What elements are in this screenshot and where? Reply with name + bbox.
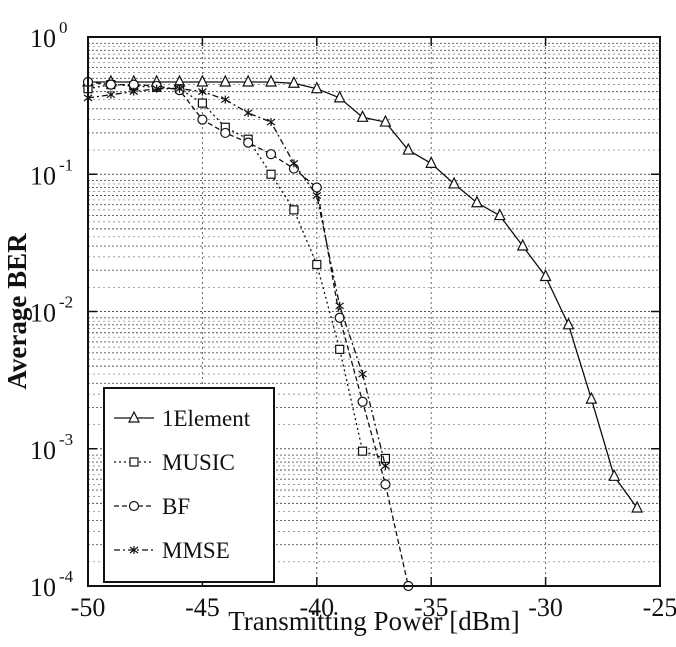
marker-triangle [425, 156, 438, 168]
marker-star [335, 301, 345, 310]
marker-star [358, 370, 367, 379]
legend-label: MMSE [162, 538, 230, 563]
marker-triangle [539, 269, 552, 282]
marker-star [198, 87, 207, 96]
marker-triangle [265, 74, 278, 87]
x-axis-label: Transmitting Power [dBm] [228, 606, 520, 636]
legend-entry: MUSIC [114, 450, 235, 475]
y-tick-label-base: 10 [30, 573, 56, 602]
marker-triangle [585, 391, 598, 404]
marker-triangle [219, 74, 232, 87]
marker-star [220, 95, 230, 104]
marker-triangle [608, 468, 621, 481]
legend-entry: 1Element [114, 406, 251, 431]
marker-circle [197, 114, 208, 125]
marker-circle [220, 127, 231, 139]
marker-star [381, 461, 390, 470]
x-tick-label: -25 [643, 593, 676, 622]
marker-star [266, 118, 276, 127]
marker-square [197, 98, 207, 108]
marker-circle [105, 79, 116, 90]
marker-star [312, 191, 322, 200]
marker-square [129, 457, 139, 467]
series-mmse [83, 84, 390, 470]
marker-triangle [402, 142, 415, 155]
y-tick-label-base: 10 [30, 24, 56, 53]
legend-label: MUSIC [162, 450, 235, 475]
y-tick-label-exponent: -1 [59, 155, 73, 174]
y-tick-label-base: 10 [30, 436, 56, 465]
marker-triangle [310, 81, 323, 94]
legend-entry: MMSE [114, 538, 230, 563]
marker-circle [243, 137, 254, 148]
marker-triangle [493, 208, 506, 221]
marker-square [312, 259, 322, 270]
marker-circle [128, 500, 140, 512]
y-tick-label-exponent: -2 [59, 293, 73, 312]
y-axis-label: Average BER [2, 233, 32, 390]
legend-label: 1Element [162, 406, 251, 431]
marker-triangle [631, 500, 644, 513]
marker-triangle [516, 238, 529, 251]
marker-star [175, 84, 184, 93]
y-tick-label-exponent: -4 [59, 567, 74, 586]
y-tick-label-base: 10 [30, 299, 56, 328]
marker-circle [380, 479, 391, 490]
x-tick-label: -35 [414, 593, 449, 622]
marker-triangle [448, 176, 461, 189]
marker-star [129, 87, 139, 96]
y-tick-label-exponent: -3 [59, 430, 73, 449]
marker-triangle [196, 74, 209, 87]
marker-triangle [356, 109, 369, 122]
marker-square [266, 169, 276, 179]
marker-triangle [128, 410, 140, 423]
x-tick-label: -50 [71, 593, 106, 622]
marker-triangle [287, 75, 300, 88]
marker-star [106, 90, 116, 99]
marker-triangle [562, 317, 575, 330]
marker-triangle [379, 114, 392, 127]
y-tick-label-exponent: 0 [59, 18, 68, 37]
legend: 1Element MUSIC BF MMSE [103, 387, 275, 583]
marker-circle [334, 312, 345, 323]
x-tick-label: -45 [185, 593, 220, 622]
x-tick-label: -30 [528, 593, 563, 622]
series-group [82, 74, 644, 592]
marker-star [152, 84, 161, 93]
marker-star [289, 159, 299, 168]
legend-label: BF [162, 494, 190, 519]
marker-square [380, 453, 391, 464]
marker-circle [265, 149, 277, 160]
marker-square [335, 344, 345, 354]
marker-square [289, 205, 299, 215]
x-tick-label: -40 [299, 593, 334, 622]
marker-square [357, 446, 368, 456]
marker-circle [357, 396, 368, 407]
marker-star [129, 546, 139, 554]
marker-star [243, 108, 253, 117]
legend-entry: BF [114, 494, 190, 519]
y-tick-label-base: 10 [30, 161, 56, 190]
marker-triangle [333, 90, 346, 103]
plot-frame [87, 36, 661, 587]
marker-triangle [242, 74, 255, 87]
marker-triangle [470, 195, 483, 208]
